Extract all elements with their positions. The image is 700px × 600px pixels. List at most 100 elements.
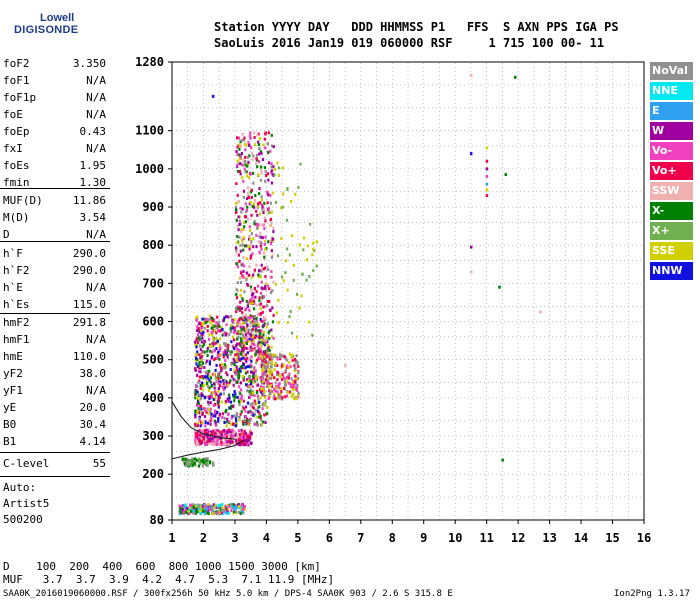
- echo-point: [250, 151, 253, 155]
- echo-point: [289, 310, 292, 313]
- echo-point: [249, 229, 252, 233]
- echo-point: [244, 409, 247, 413]
- echo-point: [252, 380, 255, 384]
- echo-point: [255, 263, 258, 267]
- echo-point: [198, 361, 201, 365]
- echo-point: [209, 380, 212, 384]
- echo-point: [201, 429, 204, 433]
- echo-point: [272, 336, 275, 340]
- echo-point: [209, 345, 212, 348]
- echo-point: [235, 205, 238, 209]
- echo-point: [270, 249, 273, 253]
- echo-point: [269, 361, 272, 365]
- echo-point: [225, 507, 228, 511]
- echo-point: [227, 507, 230, 511]
- echo-point: [279, 353, 282, 357]
- echo-point: [236, 320, 240, 324]
- echo-point: [309, 222, 312, 226]
- echo-point: [248, 337, 251, 341]
- echo-point: [251, 204, 254, 208]
- echo-point: [244, 202, 247, 206]
- echo-point: [258, 235, 261, 238]
- echo-point: [261, 403, 264, 407]
- echo-point: [198, 366, 201, 370]
- echo-point: [261, 372, 264, 376]
- echo-point: [263, 216, 267, 220]
- echo-point: [236, 368, 239, 372]
- echo-point: [220, 326, 223, 329]
- echo-point: [275, 396, 278, 400]
- echo-point: [270, 221, 273, 225]
- y-tick-label: 1000: [135, 162, 164, 176]
- echo-point: [236, 224, 239, 228]
- echo-point: [248, 391, 251, 395]
- echo-point: [256, 165, 259, 169]
- echo-point: [252, 322, 255, 326]
- echo-point: [228, 350, 231, 353]
- echo-point: [200, 375, 204, 378]
- echo-point: [240, 357, 243, 361]
- echo-point: [214, 504, 217, 508]
- echo-point: [260, 241, 263, 245]
- echo-point: [210, 432, 214, 436]
- echo-point: [253, 394, 256, 398]
- x-axis: 1 2 3 4 5 6 7 8 9 10 11 12 13 14 15 16: [168, 520, 651, 545]
- echo-point: [270, 165, 273, 169]
- echo-point: [241, 298, 244, 302]
- echo-point: [184, 460, 187, 464]
- echo-point: [214, 409, 217, 413]
- echo-point: [198, 363, 201, 367]
- echo-point: [254, 422, 258, 426]
- echo-point: [274, 362, 277, 366]
- echo-point: [197, 322, 200, 326]
- echo-point: [205, 375, 209, 379]
- echo-point: [221, 385, 224, 389]
- echo-point: [258, 250, 261, 254]
- echo-point: [211, 318, 214, 322]
- legend-noval: NoVal: [650, 62, 693, 80]
- echo-point: [282, 363, 285, 367]
- echo-point: [268, 349, 271, 353]
- echo-point: [248, 154, 251, 158]
- echo-point: [238, 235, 241, 239]
- echo-point: [288, 372, 291, 376]
- echo-point: [264, 179, 267, 183]
- echo-point: [263, 201, 266, 205]
- echo-point: [312, 247, 315, 251]
- echo-point: [263, 367, 266, 371]
- echo-point: [188, 462, 191, 466]
- echo-point: [195, 440, 198, 443]
- echo-point: [255, 375, 258, 379]
- echo-point: [205, 377, 208, 381]
- echo-point: [238, 157, 241, 161]
- echo-point: [261, 310, 264, 314]
- param-value: 291.8: [72, 316, 106, 329]
- echo-point: [242, 228, 245, 231]
- param-name: fxI: [3, 142, 23, 155]
- echo-point: [513, 75, 517, 79]
- echo-point: [205, 443, 209, 446]
- echo-point: [231, 504, 234, 508]
- echo-point: [194, 359, 197, 362]
- echo-point: [260, 263, 263, 267]
- echo-point: [294, 360, 297, 364]
- echo-point: [213, 431, 216, 435]
- echo-point: [268, 376, 271, 380]
- echo-point: [263, 369, 266, 373]
- echo-point: [242, 356, 245, 360]
- echo-point: [240, 307, 243, 310]
- param-fof1p: foF1p N/A: [3, 91, 106, 107]
- echo-point: [250, 347, 254, 350]
- echo-point: [190, 510, 193, 513]
- echo-point: [264, 356, 267, 360]
- echo-point: [288, 360, 291, 364]
- echo-point: [201, 433, 204, 437]
- echo-point: [248, 396, 251, 399]
- echo-point: [242, 319, 245, 323]
- echo-point: [259, 302, 263, 306]
- echo-point: [212, 506, 215, 510]
- echo-point: [196, 373, 199, 377]
- echo-point: [198, 338, 201, 342]
- echo-point: [294, 374, 297, 378]
- echo-point: [249, 136, 252, 140]
